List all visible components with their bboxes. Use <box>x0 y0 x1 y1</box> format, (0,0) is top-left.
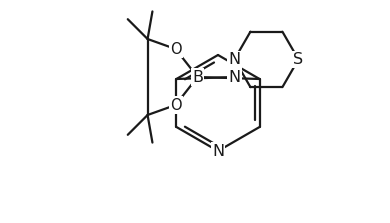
Text: N: N <box>229 70 241 85</box>
Text: B: B <box>192 70 203 85</box>
Text: O: O <box>170 41 181 56</box>
Text: N: N <box>212 143 224 159</box>
Text: N: N <box>229 52 241 67</box>
Text: S: S <box>293 52 303 67</box>
Text: O: O <box>170 97 181 112</box>
